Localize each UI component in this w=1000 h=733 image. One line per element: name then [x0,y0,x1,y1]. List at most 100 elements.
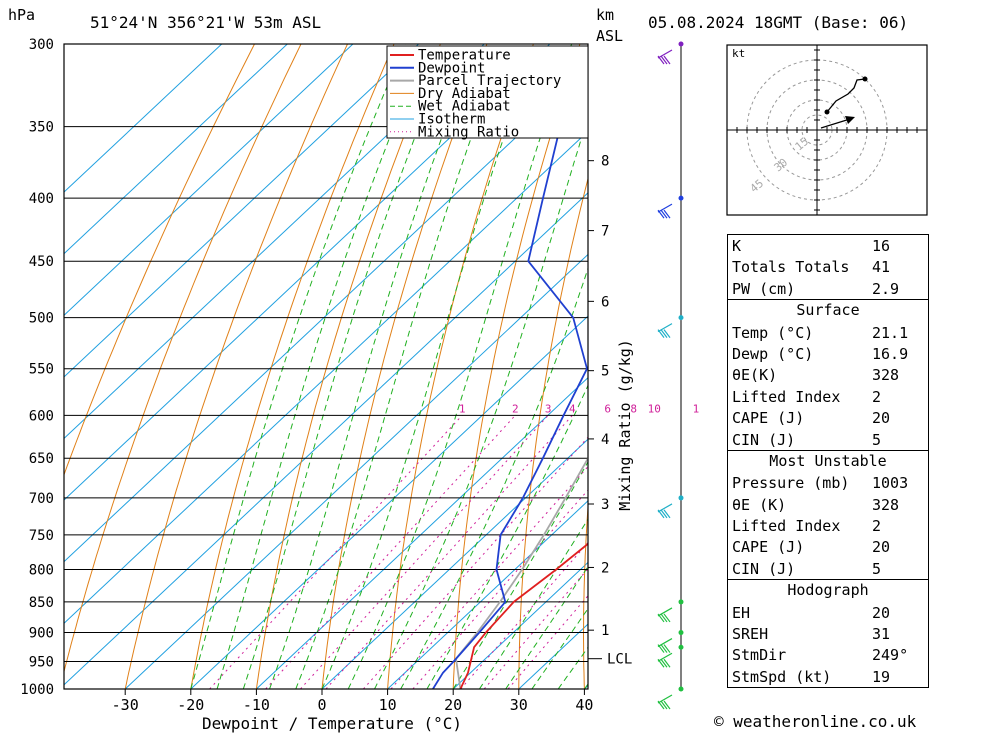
wind-barb-feather [660,55,668,65]
legend-entry: Dewpoint [418,60,485,76]
mixing-ratio-label: 3 [545,402,552,415]
km-tick-label: 5 [601,364,609,380]
wind-barb-shaft [657,652,673,662]
pressure-tick-750: 750 [29,528,54,544]
wind-barb-dot [678,644,684,650]
surface-row: Dewp (°C) 16.9 [728,343,928,364]
most_unstable-value: 328 [872,495,900,514]
pressure-tick-850: 850 [29,595,54,611]
wind-barb-dot [678,41,684,47]
wind-barb-feather [660,644,668,653]
mixing-ratio-line [390,465,588,689]
x-tick-label: 10 [379,696,397,714]
legend-entry: Parcel Trajectory [418,73,561,89]
storm-motion-vector [820,118,851,129]
isotherm-line [64,68,588,563]
wind-barb-feather [657,329,665,339]
mixing-ratio-label: 4 [569,402,576,415]
pressure-tick-800: 800 [29,562,54,578]
general-value: 2.9 [872,279,900,298]
pressure-unit-label: hPa [8,6,36,24]
wind-barb-dot [678,495,684,501]
pressure-tick-300: 300 [29,37,54,53]
wind-barb [657,644,684,668]
storm-motion-arrowhead [845,116,855,124]
surface-value: 16.9 [872,344,909,363]
most_unstable-row: CIN (J) 5 [728,558,928,579]
isotherm-line [64,44,288,255]
isotherm-line [64,44,223,193]
mixing-ratio-label: 10 [648,402,661,415]
wind-barb-feather [663,209,671,219]
wet-adiabat-line [321,44,538,689]
hodograph-label: EH [732,603,751,622]
wind-barb [657,315,684,339]
wind-barb-feather [660,329,668,339]
hodograph-unit-label: kt [732,47,745,60]
hodograph-value: 249° [872,646,909,665]
surface-label: Temp (°C) [732,323,814,342]
pressure-tick-450: 450 [29,254,54,270]
mixing-ratio-line [325,414,573,689]
x-tick-label: -30 [112,696,139,714]
most_unstable-label: Pressure (mb) [732,474,850,493]
dry-adiabat-line [190,44,395,689]
surface-label: CAPE (J) [732,409,805,428]
wind-barb-dot [678,630,684,636]
wind-barb-feather [660,658,668,668]
dewpoint-profile [432,97,588,689]
most_unstable-row: Lifted Index 2 [728,515,928,536]
wind-barb [657,495,684,519]
most_unstable-label: CIN (J) [732,559,796,578]
wind-barb-feather [657,55,665,65]
indices-table: K 16 Totals Totals 41 PW (cm) 2.9 Surface Tem… [727,234,929,689]
wet-adiabat-line [505,565,588,689]
general-value: 41 [872,258,891,277]
mixing-ratio-line [265,414,516,689]
copyright-link[interactable]: © weatheronline.co.uk [714,712,917,731]
wind-barb-shaft [657,638,673,648]
dry-adiabat-line [124,44,348,689]
isotherm-line [387,500,588,689]
mixing-ratio-label: 16 [693,402,700,415]
wind-barb-feather [663,700,671,710]
surface-label: Lifted Index [732,387,841,406]
mixing-ratio-label: 2 [512,402,519,415]
isotherm-line [64,44,354,316]
legend-entry: Isotherm [418,112,485,128]
wind-barb [657,599,684,623]
surface-value: 2 [872,387,882,406]
surface-value: 20 [872,409,891,428]
most_unstable-row: θE (K) 328 [728,494,928,515]
wind-barb-feather [663,658,671,668]
wind-barb-dot [678,599,684,605]
wind-barb-shaft [657,49,673,59]
isotherm-line [64,44,419,378]
wet-adiabat-line [347,44,573,689]
hodograph-row: StmSpd (kt) 19 [728,666,928,687]
pressure-tick-700: 700 [29,491,54,507]
wet-adiabat-line [531,607,588,689]
dry-adiabat-line [452,44,581,689]
wind-barb-shaft [657,203,673,213]
wind-barb-feather [663,509,671,519]
general-label: PW (cm) [732,279,796,298]
wet-adiabat-line [374,115,588,689]
dry-adiabat-line [255,44,441,689]
most_unstable-label: CAPE (J) [732,538,805,557]
parcel-trajectory [455,456,588,689]
dry-adiabat-line [646,44,700,689]
surface-row: Lifted Index 2 [728,386,928,407]
pressure-tick-1000: 1000 [20,682,54,698]
mixing-ratio-line [412,489,588,689]
general-row: PW (cm) 2.9 [728,278,928,299]
general-label: Totals Totals [732,258,850,277]
x-tick-label: -10 [243,696,270,714]
pressure-tick-900: 900 [29,626,54,642]
surface-value: 21.1 [872,323,909,342]
most_unstable-row: CAPE (J) 20 [728,536,928,557]
mixing-ratio-axis-label: Mixing Ratio (g/kg) [616,339,634,511]
surface-row: CIN (J) 5 [728,429,928,450]
wind-barb-feather [663,644,671,653]
wet-adiabat-line [190,44,406,689]
